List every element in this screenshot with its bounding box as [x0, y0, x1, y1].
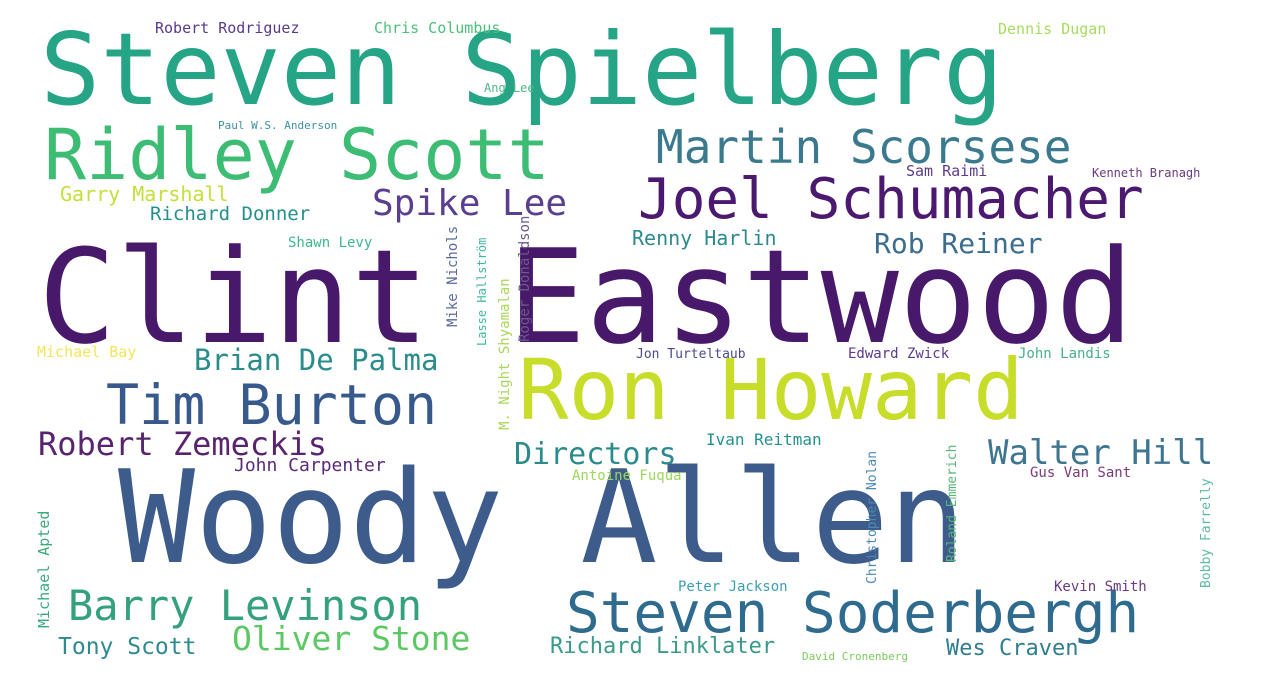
word-ridley-scott: Ridley Scott — [44, 114, 550, 196]
word-robert-zemeckis: Robert Zemeckis — [38, 425, 327, 463]
word-chris-columbus: Chris Columbus — [374, 19, 501, 37]
word-steven-spielberg: Steven Spielberg — [40, 11, 1004, 128]
word-kenneth-branagh: Kenneth Branagh — [1092, 166, 1201, 180]
word-directors: Directors — [514, 437, 677, 472]
word-richard-donner: Richard Donner — [150, 203, 311, 225]
word-paul-ws-anderson: Paul W.S. Anderson — [218, 119, 338, 132]
word-spike-lee: Spike Lee — [372, 183, 568, 224]
word-richard-linklater: Richard Linklater — [550, 634, 776, 659]
word-tony-scott: Tony Scott — [58, 634, 197, 660]
word-roger-donaldson: Roger Donaldson — [517, 215, 533, 342]
word-roland-emmerich: Roland Emmerich — [945, 444, 960, 562]
word-brian-de-palma: Brian De Palma — [194, 343, 439, 377]
word-mike-nichols: Mike Nichols — [445, 225, 461, 327]
word-rob-reiner: Rob Reiner — [874, 227, 1043, 260]
word-michael-bay: Michael Bay — [37, 343, 137, 361]
word-wes-craven: Wes Craven — [946, 636, 1079, 661]
word-joel-schumacher: Joel Schumacher — [638, 167, 1144, 232]
word-john-carpenter: John Carpenter — [234, 455, 386, 476]
word-tim-burton: Tim Burton — [106, 373, 438, 437]
word-sam-raimi: Sam Raimi — [906, 162, 988, 180]
word-renny-harlin: Renny Harlin — [632, 226, 777, 250]
word-gus-van-sant: Gus Van Sant — [1030, 465, 1132, 481]
word-jon-turteltaub: Jon Turteltaub — [636, 347, 746, 362]
word-shawn-levy: Shawn Levy — [288, 235, 373, 251]
word-barry-levinson: Barry Levinson — [68, 581, 423, 630]
word-garry-marshall: Garry Marshall — [60, 182, 229, 206]
word-kevin-smith: Kevin Smith — [1054, 579, 1147, 595]
word-m-night-shyamalan: M. Night Shyamalan — [497, 278, 513, 430]
word-steven-soderbergh: Steven Soderbergh — [566, 581, 1140, 646]
word-edward-zwick: Edward Zwick — [848, 346, 950, 362]
word-oliver-stone: Oliver Stone — [232, 619, 471, 658]
word-john-landis: John Landis — [1018, 346, 1111, 362]
word-peter-jackson: Peter Jackson — [678, 579, 788, 595]
word-david-cronenberg: David Cronenberg — [802, 650, 908, 663]
word-woody-allen: Woody Allen — [118, 444, 966, 593]
word-ang-lee: Ang Lee — [484, 81, 535, 95]
word-ivan-reitman: Ivan Reitman — [706, 430, 822, 449]
word-michael-apted: Michael Apted — [35, 510, 53, 628]
word-walter-hill: Walter Hill — [988, 433, 1214, 473]
word-clint-eastwood: Clint Eastwood — [38, 221, 1134, 373]
word-bobby-farrelly: Bobby Farrelly — [1199, 478, 1214, 588]
word-dennis-dugan: Dennis Dugan — [998, 20, 1107, 38]
word-lasse-hallstrom: Lasse Hallström — [475, 237, 489, 346]
word-martin-scorsese: Martin Scorsese — [656, 120, 1072, 174]
word-antoine-fuqua: Antoine Fuqua — [572, 468, 682, 484]
word-robert-rodriguez: Robert Rodriguez — [155, 19, 300, 37]
word-christopher-nolan: Christopher Nolan — [865, 450, 880, 584]
word-ron-howard: Ron Howard — [518, 341, 1024, 439]
